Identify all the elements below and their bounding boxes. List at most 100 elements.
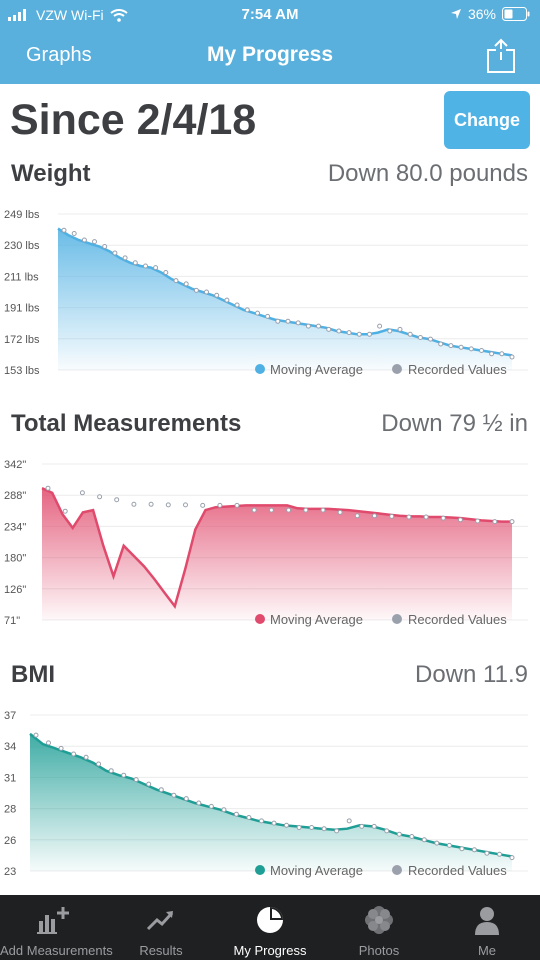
recorded-value-point xyxy=(165,502,171,508)
recorded-value-point xyxy=(46,740,51,746)
recorded-value-point xyxy=(346,330,352,336)
back-button[interactable]: Graphs xyxy=(26,44,92,66)
recorded-value-point xyxy=(406,514,412,520)
recorded-value-point xyxy=(446,842,452,848)
recorded-value-point xyxy=(421,837,427,843)
recorded-value-point xyxy=(200,502,206,508)
recorded-value-point xyxy=(321,826,327,832)
y-tick-label: 71" xyxy=(4,615,20,627)
recorded-value-point xyxy=(246,815,252,820)
weight-chart: 249 lbs 230 lbs 211 lbs 191 lbs 172 lbs 153 l… xyxy=(4,209,528,377)
tab-photos[interactable]: Photos xyxy=(326,895,432,960)
recorded-value-point xyxy=(265,313,271,319)
recorded-value-point xyxy=(221,807,227,813)
y-tick-label: 31 xyxy=(4,772,16,784)
recorded-value-point xyxy=(320,507,326,513)
legend-moving-average: Moving Average xyxy=(270,362,363,377)
recorded-value-point xyxy=(407,331,413,337)
location-arrow-icon xyxy=(450,9,461,19)
y-tick-label: 28 xyxy=(4,804,16,816)
recorded-value-point xyxy=(45,485,51,491)
clock: 7:54 AM xyxy=(241,6,299,23)
recorded-value-point xyxy=(509,354,515,360)
recorded-value-point xyxy=(372,513,377,519)
recorded-value-point xyxy=(356,331,362,337)
recorded-value-point xyxy=(397,326,403,332)
recorded-value-point xyxy=(458,344,464,350)
y-tick-label: 211 lbs xyxy=(4,271,39,283)
flower-icon xyxy=(365,906,393,934)
y-tick-label: 172 lbs xyxy=(4,334,40,346)
recorded-value-point xyxy=(234,502,240,508)
tab-label: Me xyxy=(477,943,497,958)
trend-arrow-icon xyxy=(146,911,174,931)
measurements-summary: Down 79 ½ in xyxy=(381,410,528,437)
battery-percent: 36% xyxy=(467,6,496,22)
weight-title: Weight xyxy=(11,160,91,187)
recorded-value-point xyxy=(438,341,444,347)
tab-me[interactable]: Me xyxy=(434,895,540,960)
recorded-value-point xyxy=(83,754,89,760)
recorded-value-point xyxy=(497,851,502,857)
tab-my-progress[interactable]: My Progress xyxy=(216,895,324,960)
recorded-value-point xyxy=(173,278,179,284)
recorded-value-point xyxy=(208,803,214,809)
tab-label: Photos xyxy=(358,943,400,958)
y-tick-label: 342" xyxy=(4,459,26,471)
recorded-value-point xyxy=(389,513,395,519)
recorded-value-point xyxy=(171,792,177,798)
tab-results[interactable]: Results xyxy=(108,895,214,960)
legend-swatch-recorded-values xyxy=(392,364,402,374)
wifi-icon xyxy=(110,8,128,22)
legend-swatch-moving-average xyxy=(255,614,265,624)
recorded-value-point xyxy=(193,287,199,293)
recorded-value-point xyxy=(334,828,340,834)
recorded-value-point xyxy=(387,328,393,334)
moving-average-area xyxy=(58,228,512,370)
recorded-value-point xyxy=(62,508,68,514)
y-tick-label: 34 xyxy=(4,741,16,753)
y-tick-label: 126" xyxy=(4,584,26,596)
y-tick-label: 230 lbs xyxy=(4,240,40,252)
recorded-value-point xyxy=(81,237,87,243)
recorded-value-point xyxy=(295,320,301,326)
bmi-title: BMI xyxy=(11,661,55,688)
tab-label: Add Measurements xyxy=(0,943,113,958)
recorded-value-point xyxy=(112,250,118,256)
recorded-value-point xyxy=(346,818,352,824)
recorded-value-point xyxy=(96,761,102,767)
recorded-value-point xyxy=(132,260,138,266)
recorded-value-point xyxy=(484,850,490,856)
legend-swatch-recorded-values xyxy=(392,614,402,624)
recorded-value-point xyxy=(359,823,365,829)
change-date-button[interactable]: Change xyxy=(444,91,530,149)
bmi-summary: Down 11.9 xyxy=(415,661,528,688)
legend-swatch-moving-average xyxy=(255,364,265,374)
recorded-value-point xyxy=(303,507,309,513)
since-date-heading: Since 2/4/18 xyxy=(10,96,257,144)
legend-recorded-values: Recorded Values xyxy=(408,863,507,878)
recorded-value-point xyxy=(79,490,85,496)
bmi-chart: 37 34 31 28 26 23 Moving Average Recorded Value… xyxy=(4,710,528,878)
y-tick-label: 26 xyxy=(4,835,16,847)
recorded-value-point xyxy=(284,822,289,828)
share-icon[interactable] xyxy=(486,38,516,74)
measurements-chart: 342" 288" 234" 180" 126" 71" Moving Average Rec… xyxy=(4,459,528,627)
recorded-value-point xyxy=(33,732,39,738)
recorded-value-point xyxy=(509,519,515,525)
recorded-value-point xyxy=(377,323,383,329)
tab-add-measurements[interactable]: Add Measurements xyxy=(0,895,113,960)
recorded-value-point xyxy=(268,507,274,513)
recorded-value-point xyxy=(275,318,281,324)
legend-swatch-moving-average xyxy=(255,865,265,875)
recorded-value-point xyxy=(163,270,169,275)
recorded-value-point xyxy=(121,772,127,778)
recorded-value-point xyxy=(316,323,321,329)
recorded-value-point xyxy=(131,501,137,507)
recorded-value-point xyxy=(183,502,188,508)
recorded-value-point xyxy=(475,518,481,524)
recorded-value-point xyxy=(122,255,128,261)
recorded-value-point xyxy=(224,297,230,303)
recorded-value-point xyxy=(434,840,440,846)
y-tick-label: 180" xyxy=(4,553,26,565)
